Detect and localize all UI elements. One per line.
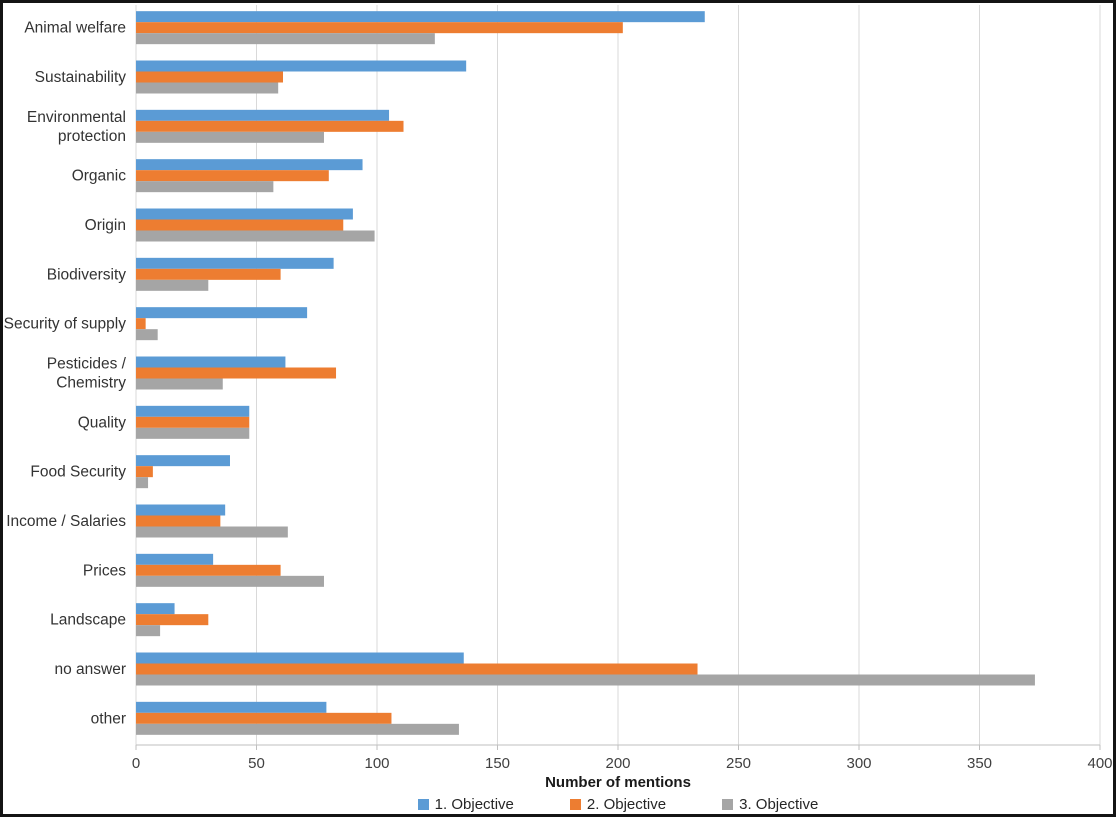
bar [136,329,158,340]
bar [136,121,404,132]
legend-item-objective-2: 2. Objective [570,796,666,813]
bar [136,428,249,439]
bar [136,379,223,390]
x-tick-label: 250 [726,755,751,772]
bar [136,33,435,44]
bar [136,603,175,614]
legend-swatch-gray-icon [722,799,733,810]
bar [136,170,329,181]
category-label: Organic [72,168,127,185]
x-tick-label: 100 [364,755,389,772]
x-axis-title: Number of mentions [136,774,1100,791]
legend-swatch-blue-icon [418,799,429,810]
category-label: Origin [85,217,126,234]
category-label: no answer [54,661,126,678]
category-label: Pesticides / [47,356,127,373]
bar [136,724,459,735]
bar [136,83,278,94]
category-label: Landscape [50,612,126,629]
x-tick-label: 0 [132,755,140,772]
bar [136,625,160,636]
bar [136,72,283,83]
bar [136,664,698,675]
x-tick-label: 50 [248,755,265,772]
bar [136,565,281,576]
x-tick-label: 200 [605,755,630,772]
bar [136,702,326,713]
x-tick-label: 400 [1087,755,1112,772]
bar [136,181,273,192]
legend-item-objective-1: 1. Objective [418,796,514,813]
legend-swatch-orange-icon [570,799,581,810]
bar [136,61,466,72]
bar [136,11,705,22]
category-label: other [91,710,126,727]
bar [136,231,375,242]
legend: 1. Objective 2. Objective 3. Objective [136,796,1100,813]
category-label: Sustainability [35,69,127,86]
legend-label: 3. Objective [739,796,818,813]
x-tick-label: 350 [967,755,992,772]
legend-label: 1. Objective [435,796,514,813]
x-tick-label: 150 [485,755,510,772]
bar [136,653,464,664]
bar [136,159,363,170]
bar [136,466,153,477]
category-label: Biodiversity [47,266,126,283]
bar [136,713,391,724]
bar [136,110,389,121]
bar [136,258,334,269]
bar [136,406,249,417]
bar [136,368,336,379]
bar [136,516,220,527]
bar [136,357,285,368]
legend-item-objective-3: 3. Objective [722,796,818,813]
bar [136,269,281,280]
bar [136,280,208,291]
bar [136,22,623,33]
bar [136,675,1035,686]
category-label: Quality [78,414,126,431]
bar [136,554,213,565]
bar [136,455,230,466]
category-label: Animal welfare [24,20,126,37]
bar [136,307,307,318]
legend-label: 2. Objective [587,796,666,813]
bar [136,417,249,428]
bar [136,576,324,587]
category-label: Chemistry [56,375,126,392]
bar [136,220,343,231]
category-label: Environmental [27,109,126,126]
chart-frame: 0 50 100 150 200 250 300 350 400 Animal welfare Su… [0,0,1116,817]
bar-chart: 0 50 100 150 200 250 300 350 400 Animal welfare Su… [3,3,1113,778]
bar [136,527,288,538]
bar [136,318,146,329]
category-label: Food Security [30,464,126,481]
category-label: Prices [83,562,126,579]
bar [136,477,148,488]
x-tick-label: 300 [846,755,871,772]
bar [136,505,225,516]
category-label: Security of supply [4,316,127,333]
category-label: protection [58,128,126,145]
bar [136,209,353,220]
bar [136,132,324,143]
bar [136,614,208,625]
category-label: Income / Salaries [6,513,126,530]
